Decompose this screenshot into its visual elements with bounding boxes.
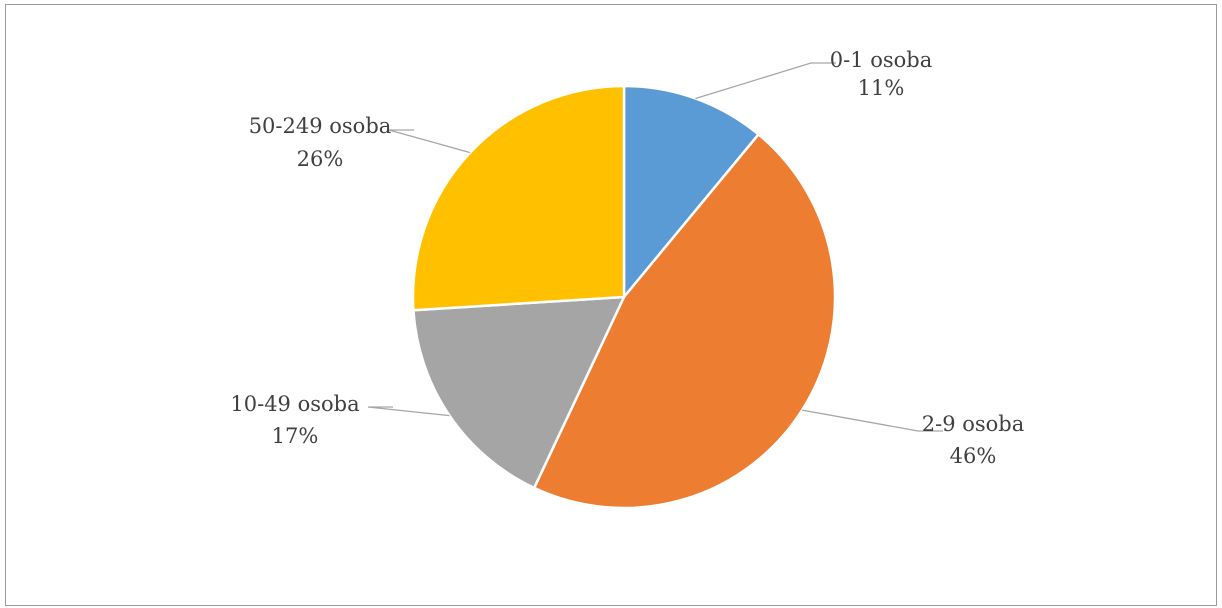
slice-label-2-9-osoba: 2-9 osoba 46% xyxy=(922,412,1025,468)
pie-slice-2-9-osoba xyxy=(532,133,837,510)
slice-percent-label: 46% xyxy=(950,444,997,468)
chart-area: 0-1 osoba 11% 2-9 osoba 46% 10-49 osoba … xyxy=(5,4,1217,606)
pie-slice-50-249-osoba xyxy=(411,84,626,312)
slice-percent-label: 26% xyxy=(297,147,344,171)
slice-category-label: 10-49 osoba xyxy=(230,392,359,416)
slice-category-label: 0-1 osoba xyxy=(830,48,933,72)
pie-slice-0-1-osoba xyxy=(622,84,760,299)
slice-label-50-249-osoba: 50-249 osoba 26% xyxy=(249,114,392,171)
slice-category-label: 50-249 osoba xyxy=(249,114,392,138)
leader-line-50-249-osoba xyxy=(388,129,471,154)
pie-slice-10-49-osoba xyxy=(412,295,626,490)
slice-category-label: 2-9 osoba xyxy=(922,412,1025,436)
leader-line-2-9-osoba xyxy=(802,409,943,432)
slice-percent-label: 11% xyxy=(858,76,905,100)
leader-line-0-1-osoba xyxy=(695,62,836,100)
slice-label-0-1-osoba: 0-1 osoba 11% xyxy=(830,48,933,100)
slice-label-10-49-osoba: 10-49 osoba 17% xyxy=(230,392,359,448)
slice-percent-label: 17% xyxy=(272,424,319,448)
leader-line-10-49-osoba xyxy=(367,406,450,417)
pie-chart: 0-1 osoba 11% 2-9 osoba 46% 10-49 osoba … xyxy=(230,48,1025,510)
